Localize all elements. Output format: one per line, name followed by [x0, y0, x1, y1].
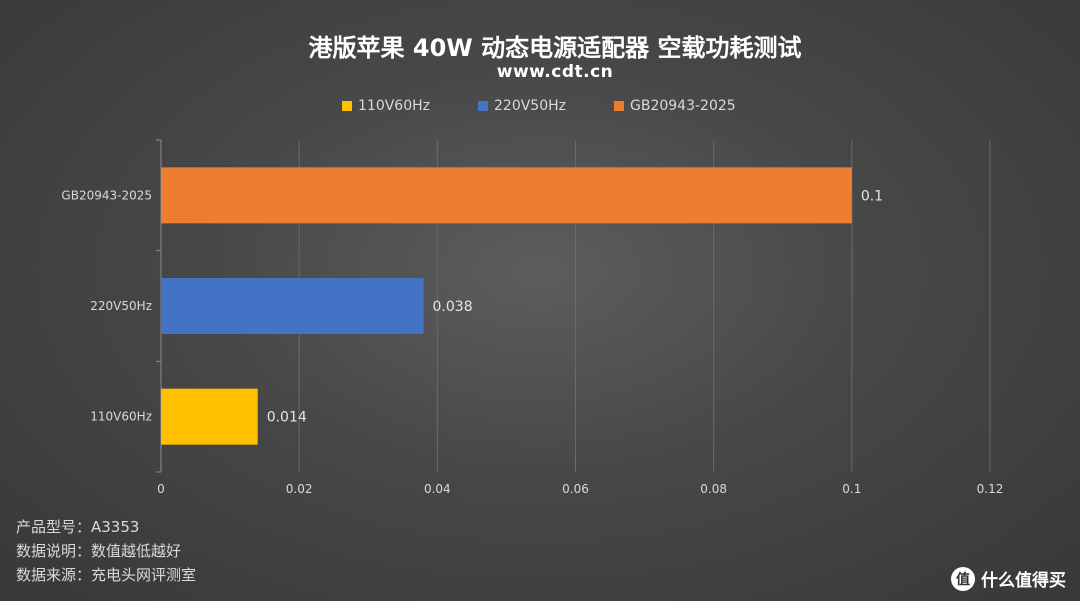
legend-item-110v: 110V60Hz — [342, 98, 430, 114]
bar-value-label: 0.1 — [861, 188, 883, 204]
watermark-logo-icon: 值 — [951, 566, 975, 591]
y-category-label: 110V60Hz — [90, 410, 152, 424]
x-tick-label: 0.04 — [424, 482, 451, 496]
bar-value-label: 0.014 — [267, 410, 307, 426]
x-tick-label: 0 — [157, 482, 165, 496]
chart-subtitle: www.cdt.cn — [496, 62, 614, 82]
y-category-label: 220V50Hz — [90, 299, 152, 313]
x-tick-label: 0.12 — [977, 482, 1004, 496]
legend-label: 220V50Hz — [494, 98, 566, 114]
chart-title: 港版苹果 40W 动态电源适配器 空载功耗测试 — [308, 34, 802, 62]
watermark-text: 什么值得买 — [981, 571, 1066, 591]
x-tick-label: 0.08 — [700, 482, 727, 496]
info-source: 数据来源：充电头网评测室 — [16, 566, 197, 584]
x-tick-label: 0.1 — [842, 482, 861, 496]
x-tick-label: 0.02 — [286, 482, 313, 496]
bar — [161, 278, 424, 334]
info-model: 产品型号：A3353 — [16, 518, 140, 536]
chart-legend: 110V60Hz 220V50Hz GB20943-2025 — [0, 98, 1080, 120]
y-category-label: GB20943-2025 — [61, 188, 152, 202]
bar — [161, 388, 258, 445]
legend-swatch-icon — [614, 101, 624, 111]
info-note: 数据说明：数值越低越好 — [16, 542, 182, 560]
legend-label: GB20943-2025 — [630, 98, 736, 114]
legend-label: 110V60Hz — [358, 98, 430, 114]
legend-swatch-icon — [478, 101, 488, 111]
x-tick-label: 0.06 — [562, 482, 589, 496]
legend-item-220v: 220V50Hz — [478, 98, 566, 114]
legend-item-gb: GB20943-2025 — [614, 98, 736, 114]
bar — [161, 167, 852, 224]
bar-value-label: 0.038 — [433, 299, 473, 315]
watermark: 值 什么值得买 — [951, 566, 1066, 591]
legend-swatch-icon — [342, 101, 352, 111]
